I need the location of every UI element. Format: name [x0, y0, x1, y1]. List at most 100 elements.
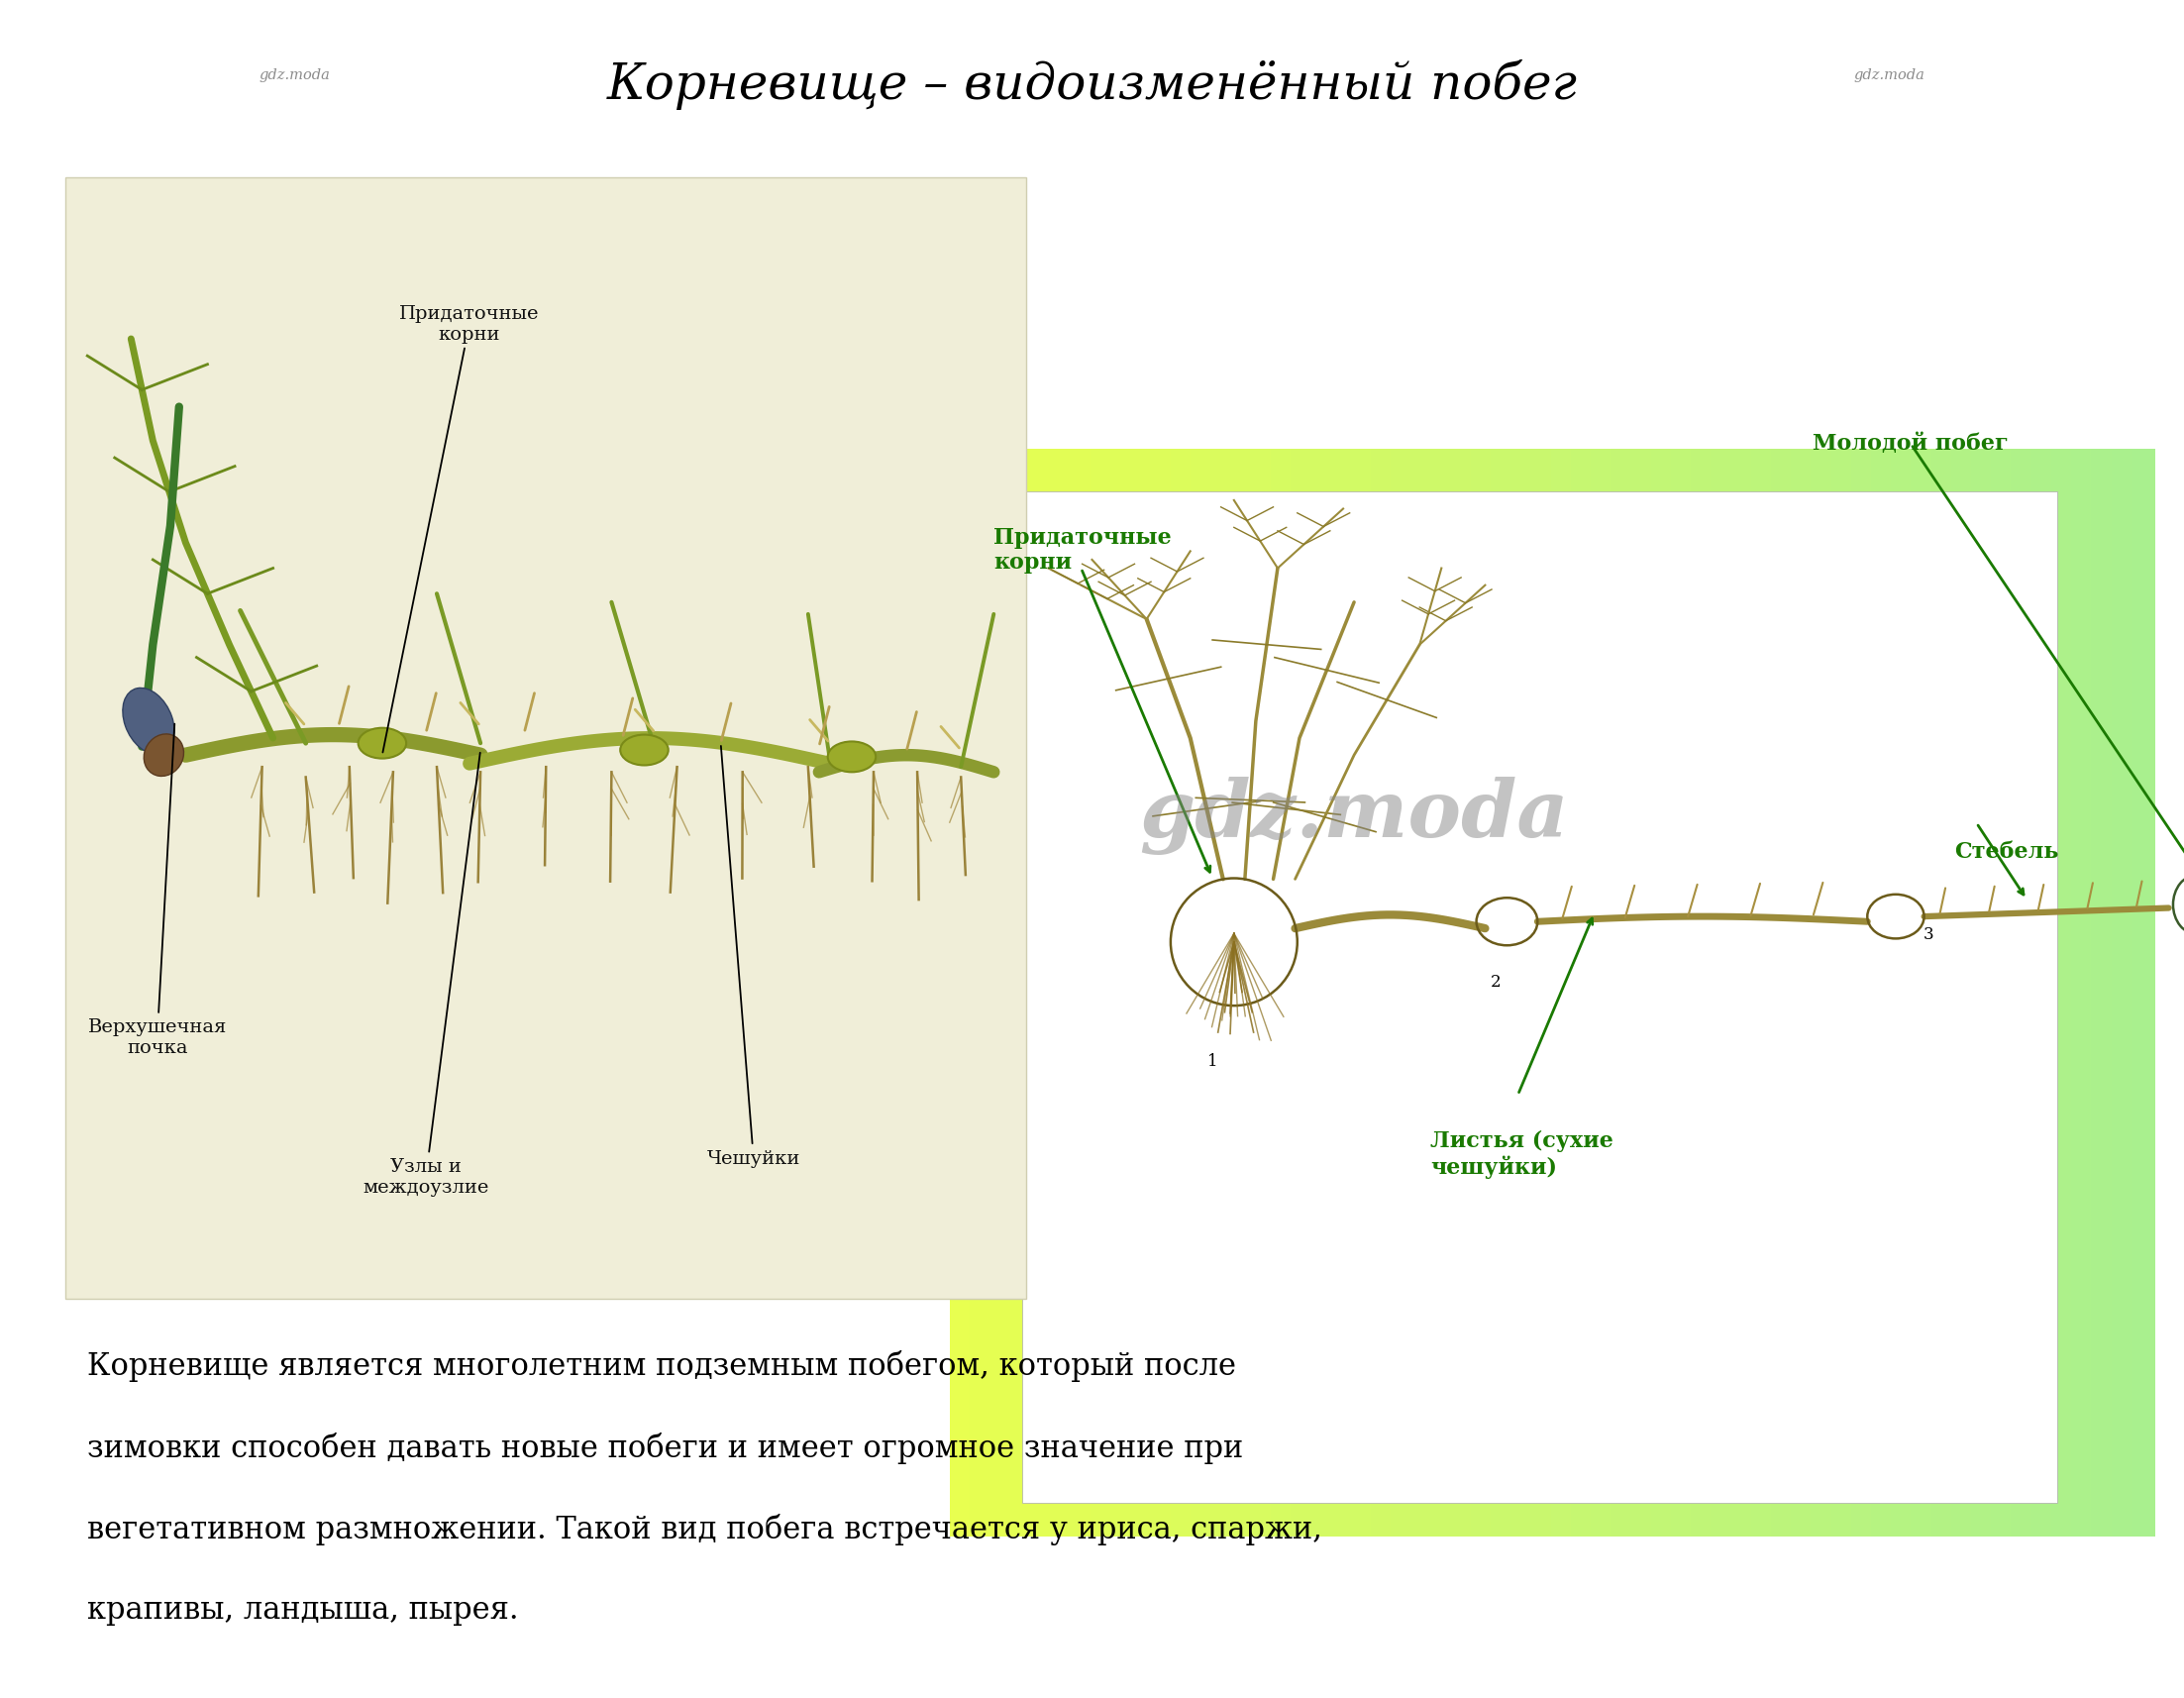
Text: gdz.moda: gdz.moda [1140, 776, 1568, 854]
Bar [1109, 450, 1136, 1537]
Bar [2011, 450, 2035, 1537]
Bar [1590, 450, 1614, 1537]
Bar [1450, 450, 1474, 1537]
Bar [1022, 492, 2057, 1503]
Bar [1651, 450, 1675, 1537]
Bar [1950, 450, 1974, 1537]
Bar [1171, 450, 1195, 1537]
Ellipse shape [122, 688, 175, 756]
FancyArrowPatch shape [2038, 885, 2044, 910]
Bar [1852, 450, 1876, 1537]
Text: Корневище является многолетним подземным побегом, который после: Корневище является многолетним подземным… [87, 1350, 1236, 1382]
FancyArrowPatch shape [906, 713, 917, 749]
Ellipse shape [144, 735, 183, 776]
FancyArrowPatch shape [1752, 885, 1760, 917]
Bar [1210, 450, 1234, 1537]
Bar [2051, 450, 2075, 1537]
Text: крапивы, ландыша, пырея.: крапивы, ландыша, пырея. [87, 1594, 520, 1625]
Text: Придаточные
корни: Придаточные корни [382, 306, 539, 752]
Ellipse shape [828, 742, 876, 773]
Bar [1391, 450, 1415, 1537]
Bar [2031, 450, 2055, 1537]
Bar [1690, 450, 1714, 1537]
Bar [2132, 450, 2156, 1537]
FancyArrowPatch shape [622, 700, 633, 735]
Bar [1249, 450, 1275, 1537]
Bar [970, 450, 994, 1537]
Text: 2: 2 [1492, 973, 1500, 990]
Text: gdz.moda: gdz.moda [260, 68, 330, 82]
Bar [1511, 450, 1535, 1537]
Text: Чешуйки: Чешуйки [708, 747, 799, 1167]
Text: Придаточные
корни: Придаточные корни [994, 526, 1173, 574]
Text: Молодой побег: Молодой побег [1813, 433, 2009, 455]
Bar [1151, 450, 1175, 1537]
Bar [2070, 450, 2097, 1537]
Text: Верхушечная
почка: Верхушечная почка [87, 725, 227, 1056]
Bar [989, 450, 1013, 1537]
Bar [1009, 450, 1035, 1537]
FancyArrowPatch shape [721, 705, 732, 740]
FancyArrowPatch shape [636, 710, 653, 732]
Bar [1291, 450, 1315, 1537]
Bar [1612, 450, 1636, 1537]
FancyArrowPatch shape [2136, 881, 2143, 907]
Bar [1051, 450, 1075, 1537]
Bar [1470, 450, 1494, 1537]
Bar [1411, 450, 1435, 1537]
Bar [1972, 450, 1996, 1537]
FancyArrowPatch shape [426, 694, 437, 730]
FancyArrowPatch shape [524, 694, 535, 730]
Bar [1031, 450, 1055, 1537]
FancyArrowPatch shape [941, 727, 959, 749]
Bar [1350, 450, 1376, 1537]
Bar [1830, 450, 1856, 1537]
Bar [1551, 450, 1575, 1537]
Bar [1671, 450, 1695, 1537]
Bar [1330, 450, 1354, 1537]
FancyArrowPatch shape [461, 703, 478, 725]
Bar [1710, 450, 1736, 1537]
FancyArrowPatch shape [1939, 888, 1946, 914]
Bar [1570, 450, 1594, 1537]
FancyArrowPatch shape [819, 708, 830, 744]
Bar [1631, 450, 1655, 1537]
Bar [1372, 450, 1396, 1537]
Text: 3: 3 [1924, 925, 1933, 942]
Bar [1431, 450, 1455, 1537]
Bar [1891, 450, 1915, 1537]
Text: Листья (сухие
чешуйки): Листья (сухие чешуйки) [1431, 1129, 1614, 1178]
Bar [66, 178, 1026, 1299]
FancyArrowPatch shape [2088, 883, 2092, 908]
Bar [1811, 450, 1835, 1537]
Bar [1190, 450, 1214, 1537]
Bar [1872, 450, 1896, 1537]
FancyArrowPatch shape [1813, 883, 1824, 915]
Bar [1230, 450, 1254, 1537]
Bar [1791, 450, 1815, 1537]
Bar [1489, 450, 1516, 1537]
FancyArrowPatch shape [810, 720, 828, 742]
FancyArrowPatch shape [1625, 886, 1634, 919]
Bar [2112, 450, 2136, 1537]
Bar [1992, 450, 2016, 1537]
FancyArrowPatch shape [1990, 886, 1994, 912]
Text: вегетативном размножении. Такой вид побега встречается у ириса, спаржи,: вегетативном размножении. Такой вид побе… [87, 1513, 1321, 1545]
Bar [1931, 450, 1955, 1537]
Text: Корневище – видоизменённый побег: Корневище – видоизменённый побег [607, 59, 1577, 110]
FancyArrowPatch shape [286, 703, 304, 725]
Bar [1911, 450, 1935, 1537]
FancyArrowPatch shape [339, 688, 349, 723]
Text: gdz.moda: gdz.moda [1854, 68, 1924, 82]
Bar [2092, 450, 2116, 1537]
Bar [1070, 450, 1094, 1537]
Bar [1531, 450, 1555, 1537]
Text: Стебель: Стебель [1955, 841, 2060, 863]
Bar [1771, 450, 1795, 1537]
Bar [950, 450, 974, 1537]
FancyArrowPatch shape [1688, 885, 1697, 917]
Bar [1271, 450, 1295, 1537]
Bar [1752, 450, 1776, 1537]
Bar [1310, 450, 1334, 1537]
Ellipse shape [358, 728, 406, 759]
